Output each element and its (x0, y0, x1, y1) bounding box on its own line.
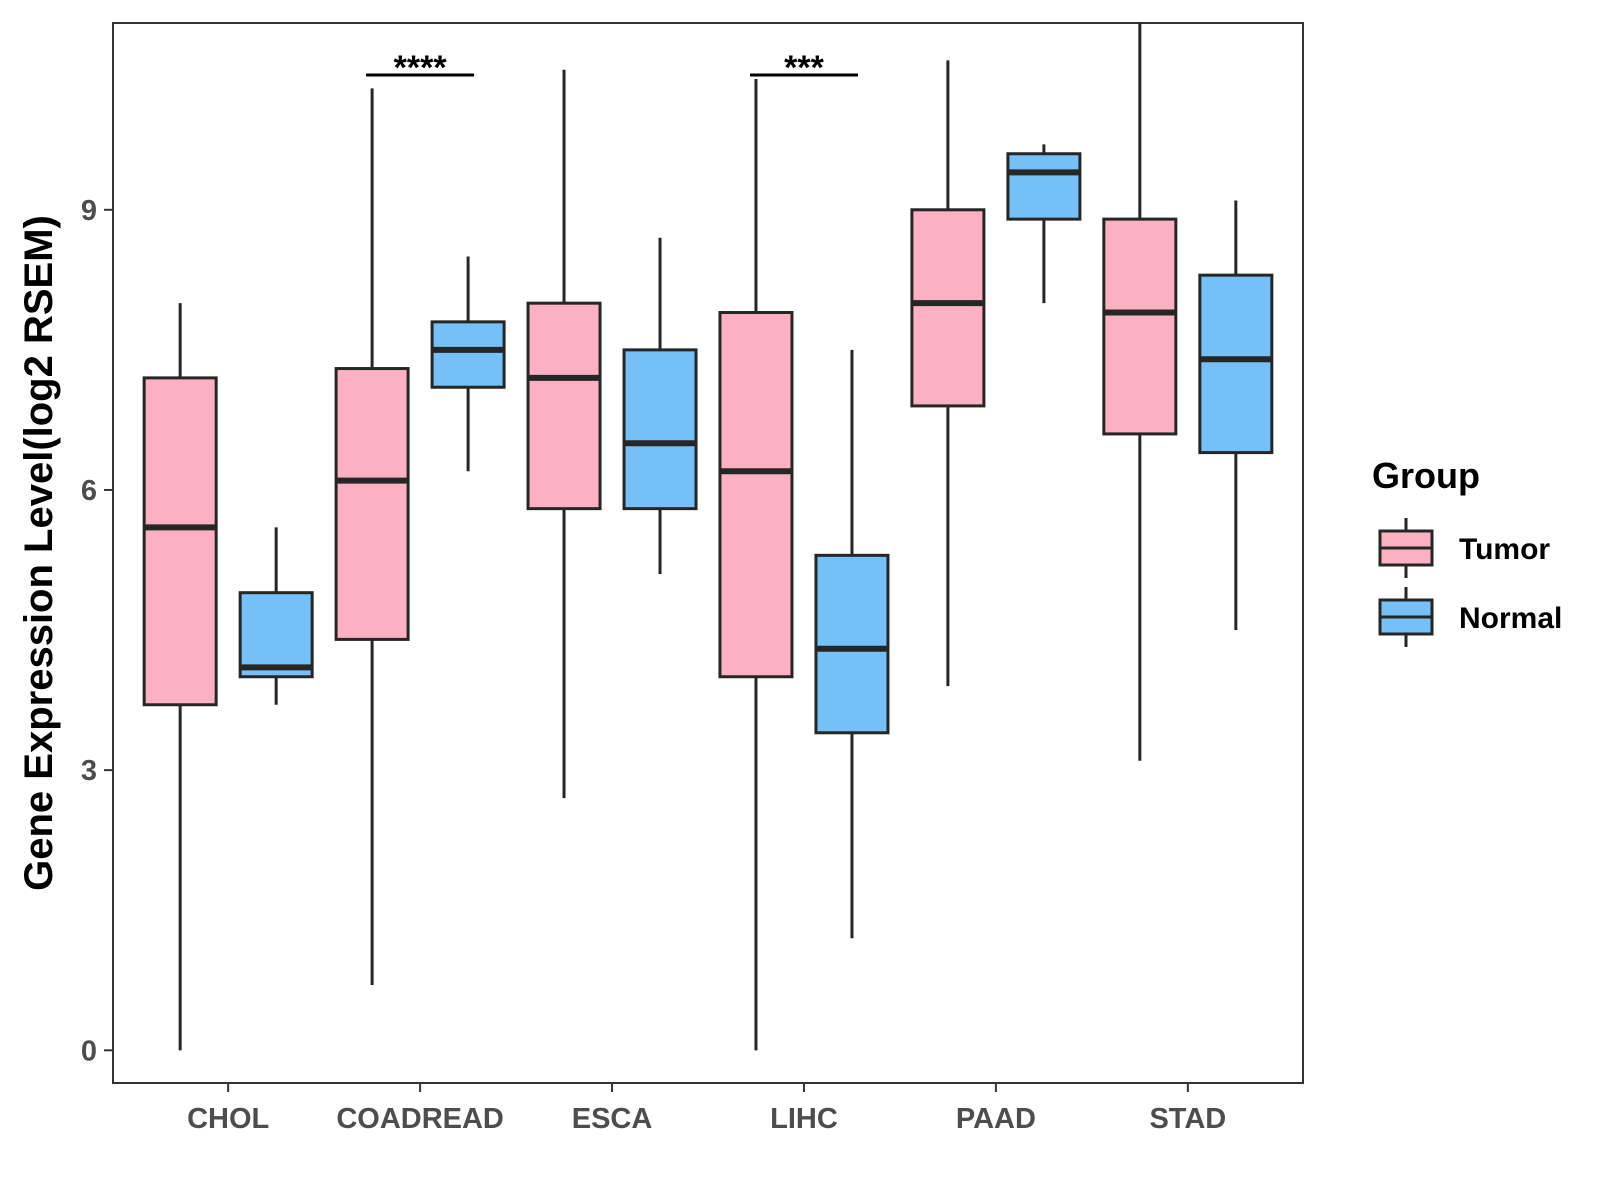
boxes-layer (142, 23, 1274, 1051)
legend: Group Tumor Normal (1372, 455, 1562, 647)
y-tick-label: 9 (81, 195, 97, 227)
box-body (910, 208, 986, 408)
significance-label: **** (394, 49, 448, 87)
box-tumor-esca (526, 69, 602, 799)
significance-coadread: **** (366, 49, 475, 87)
legend-label: Normal (1459, 602, 1562, 635)
y-tick-label: 0 (81, 1035, 97, 1067)
x-tick-label: LIHC (770, 1103, 838, 1135)
box-tumor-chol (142, 303, 218, 1051)
legend-label: Tumor (1459, 533, 1550, 566)
box-body (1102, 217, 1178, 436)
box-normal-lihc (814, 349, 890, 939)
box-normal-coadread (430, 256, 506, 472)
box-body (142, 376, 218, 707)
x-axis: CHOL COADREAD ESCA LIHC PAAD STAD (187, 1083, 1226, 1135)
x-tick-label: PAAD (956, 1103, 1036, 1135)
box-tumor-paad (910, 60, 986, 687)
box-body (526, 301, 602, 511)
box-normal-paad (1006, 144, 1082, 304)
y-axis: 0 3 6 9 (81, 195, 113, 1067)
y-tick-label: 6 (81, 475, 97, 507)
y-tick-label: 3 (81, 755, 97, 787)
box-normal-stad (1198, 200, 1274, 631)
y-axis-title: Gene Expression Level(log2 RSEM) (17, 215, 61, 891)
x-tick-label: CHOL (187, 1103, 269, 1135)
box-body (238, 591, 314, 679)
box-normal-chol (238, 527, 314, 705)
significance-layer: **** *** (366, 49, 858, 87)
box-body (718, 311, 794, 679)
box-body (430, 320, 506, 389)
legend-item-tumor: Tumor (1378, 518, 1550, 578)
box-body (814, 553, 890, 735)
x-tick-label: STAD (1149, 1103, 1226, 1135)
x-tick-label: COADREAD (336, 1103, 504, 1135)
legend-item-normal: Normal (1378, 587, 1562, 647)
box-body (1198, 273, 1274, 455)
box-body (622, 348, 698, 511)
x-tick-label: ESCA (572, 1103, 653, 1135)
plot-panel (112, 22, 1304, 1084)
box-tumor-coadread (334, 88, 410, 985)
significance-lihc: *** (749, 49, 858, 87)
box-body (1006, 152, 1082, 221)
box-normal-esca (622, 237, 698, 575)
box-body (334, 367, 410, 641)
box-tumor-lihc (718, 79, 794, 1051)
legend-title: Group (1372, 455, 1480, 496)
significance-label: *** (784, 49, 824, 87)
box-tumor-stad (1102, 23, 1178, 761)
